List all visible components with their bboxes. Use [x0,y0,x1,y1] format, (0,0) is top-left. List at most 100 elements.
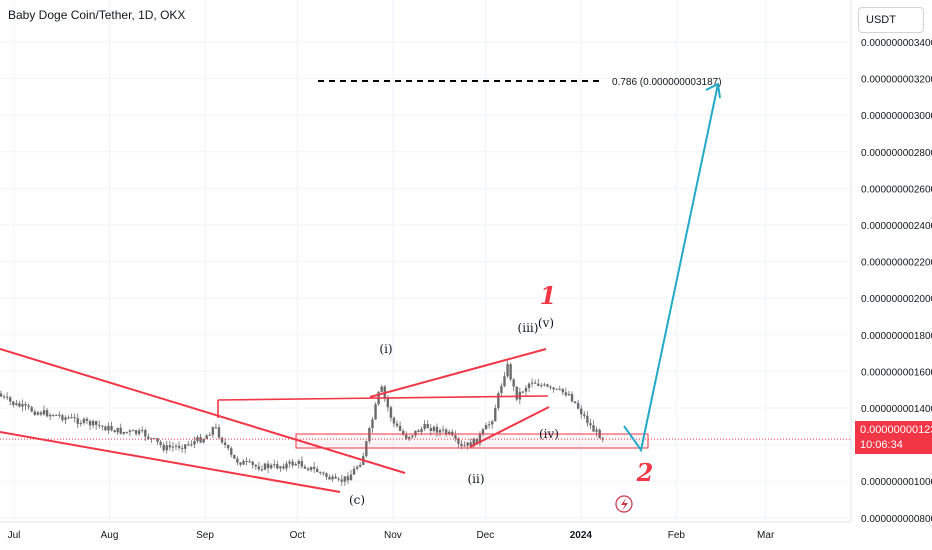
candle-body [515,386,518,400]
candle-body [368,428,371,442]
candle-body [159,441,162,445]
candle-body [187,444,190,446]
candle-body [389,407,393,418]
candle-body [580,408,583,415]
candle-body [82,418,86,424]
candle-body [355,466,359,469]
candle-body [601,438,604,440]
candle-body [555,388,558,390]
candle-body [497,393,500,409]
candle-body [73,417,76,419]
candle-body [583,414,586,416]
candle-body [266,463,270,469]
candle-body [463,445,466,447]
candle-body [466,442,469,446]
candle-body [537,383,540,386]
candle-body [552,387,555,390]
candle-body [408,436,411,439]
candle-body [180,447,184,449]
candle-body [193,441,196,445]
wave-label-v: (v) [538,316,554,330]
candle-body [248,461,251,463]
candle-body [236,458,239,463]
candle-body [230,448,233,455]
currency-selector[interactable]: USDT [858,7,924,33]
candle-body [220,437,224,443]
candle-body [549,386,552,388]
candle-body [171,446,175,448]
candle-body [30,407,33,412]
wave-label-c: (c) [349,493,365,507]
candle-body [309,466,313,471]
projection-path [623,83,719,453]
candle-body [144,430,147,437]
projection-arrowhead [705,82,721,99]
candle-body [441,429,445,431]
y-tick-label: 0.000000002400 [861,221,932,232]
candle-body [2,396,6,398]
candle-body [561,388,565,393]
candle-body [116,427,119,433]
lightning-bolt-icon [621,498,628,511]
candle-body [546,384,549,387]
candle-body [475,438,479,444]
candle-body [395,423,399,426]
candle-body [9,397,12,402]
candle-body [322,472,325,474]
x-tick-label: Oct [290,530,306,541]
wave-label-ii: (ii) [467,472,484,486]
candle-body [297,460,300,464]
candle-body [340,479,343,482]
candle-body [98,424,101,426]
y-tick-label: 0.000000000800 [861,514,932,525]
chart-grid [0,0,850,522]
candle-body [39,412,43,415]
candle-body [245,460,248,462]
x-tick-label: Jul [8,530,21,541]
candle-body [79,423,83,425]
candle-body [208,434,211,436]
candle-body [457,438,460,444]
candle-body [190,444,193,446]
candle-body [371,419,374,429]
support-zone-box [295,433,649,449]
x-tick-label: Mar [757,530,775,541]
candle-body [196,437,199,442]
candle-body [273,464,276,466]
candle-body [420,428,423,433]
candle-body [334,476,337,479]
wave-label-iii: (iii) [518,321,539,335]
candle-body [319,472,322,474]
candle-body [405,434,408,439]
candle-body [481,429,485,435]
candle-body [61,415,64,420]
candle-body [202,439,205,443]
candle-body [226,445,230,449]
candle-body [576,403,580,409]
candle-body [429,428,432,431]
candle-body [263,463,267,470]
candle-body [487,424,491,426]
candle-body [162,444,165,451]
candle-body [469,442,472,447]
candle-body [343,476,347,482]
candle-body [88,420,92,426]
y-tick-label: 0.000000003400 [861,38,932,49]
candle-body [153,438,156,440]
candle-body [595,429,598,432]
y-tick-label: 0.000000002000 [861,294,932,305]
candle-body [239,462,242,465]
candle-body [42,410,46,415]
candle-body [128,430,132,433]
candle-body [358,464,362,467]
candle-body [454,435,457,439]
candle-body [131,430,135,432]
candle-body [15,403,18,406]
candle-body [337,478,340,480]
candle-body [512,379,515,387]
candle-body [205,435,208,440]
candle-body [401,430,405,435]
candle-body [592,425,595,432]
candle-body [380,386,383,392]
